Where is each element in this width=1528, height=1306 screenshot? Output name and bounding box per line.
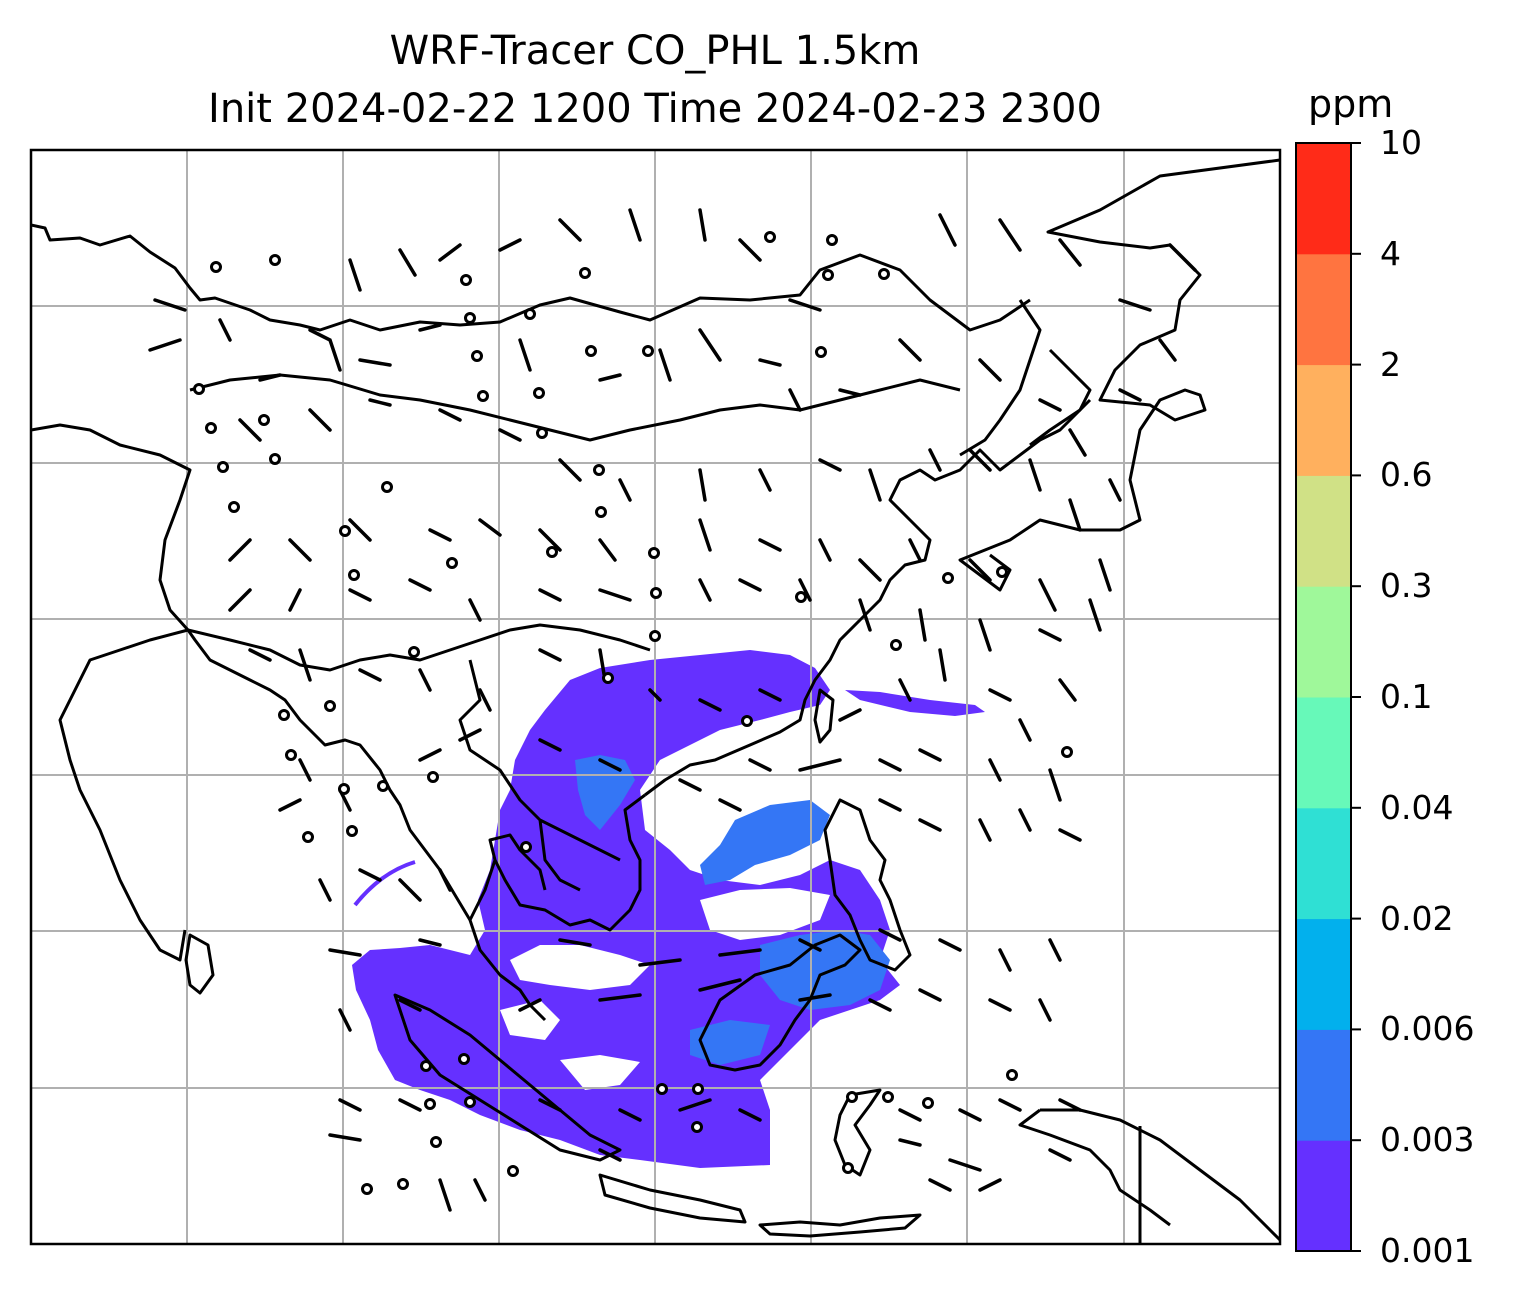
calm-wind-circles xyxy=(193,231,1073,1195)
map-area xyxy=(31,150,1280,1244)
coastline-borneo xyxy=(698,933,862,1072)
plume-east-streak xyxy=(845,690,985,716)
map-title-line2: Init 2024-02-22 1200 Time 2024-02-23 230… xyxy=(208,86,1102,132)
coastline-sumatra xyxy=(393,993,622,1162)
colorbar-tick-label: 0.1 xyxy=(1380,677,1433,716)
coastline-philippines xyxy=(823,798,912,972)
colorbar-segment xyxy=(1296,143,1351,255)
coastline-sri-lanka xyxy=(184,933,215,995)
plume-hole-3 xyxy=(510,945,650,990)
map-frame xyxy=(29,148,1282,1246)
colorbar-unit-label: ppm xyxy=(1308,82,1394,126)
plume-hole-4 xyxy=(500,1000,560,1040)
border-mongolia xyxy=(189,373,961,442)
border-russia-china-north xyxy=(31,223,1031,332)
colorbar-tick-label: 0.04 xyxy=(1380,787,1454,827)
coastline-java xyxy=(598,1173,747,1224)
coastline-new-guinea xyxy=(1018,1108,1280,1242)
plume-west-arc xyxy=(353,860,416,907)
plume-hole-2 xyxy=(700,888,830,940)
plume-hole-5 xyxy=(560,1055,640,1090)
coastline-lesser-sunda xyxy=(758,1213,922,1238)
colorbar-segment xyxy=(1296,918,1351,1030)
plume-blue-1 xyxy=(700,800,830,885)
colorbar-segment xyxy=(1296,697,1351,809)
colorbar-tick-label: 4 xyxy=(1380,233,1401,273)
colorbar-segment xyxy=(1296,1140,1351,1252)
map-title-line1: WRF-Tracer CO_PHL 1.5km xyxy=(389,28,921,74)
border-southeast-asia-inner xyxy=(458,659,621,892)
colorbar-tick-label: 2 xyxy=(1380,344,1401,384)
colorbar-tick-label: 0.003 xyxy=(1380,1120,1475,1160)
coastline-sulawesi xyxy=(833,1088,882,1177)
plume-blue-2 xyxy=(575,755,635,830)
colorbar-segment xyxy=(1296,253,1351,366)
colorbar-tick-label: 0.001 xyxy=(1380,1231,1475,1270)
colorbar-ticks xyxy=(1351,142,1361,1252)
coastline-myanmar-bay xyxy=(186,629,472,921)
coastline-taiwan xyxy=(813,688,835,744)
coastlines-and-borders xyxy=(31,158,1280,1244)
coastline-east-asia xyxy=(958,158,1280,592)
colorbar-segment xyxy=(1296,475,1351,587)
colorbar-segment xyxy=(1296,807,1351,920)
colorbar-tick-label: 10 xyxy=(1380,123,1422,162)
coastline-indochina xyxy=(488,793,646,932)
colorbar xyxy=(1295,142,1361,1252)
colorbar-segment xyxy=(1296,364,1351,476)
colorbar-tick-label: 0.6 xyxy=(1380,455,1433,495)
plume-blue-4 xyxy=(690,1020,770,1065)
colorbar-segment xyxy=(1296,586,1351,698)
border-himalaya xyxy=(187,623,651,672)
plume-hole-1 xyxy=(660,750,830,835)
coastline-india xyxy=(58,628,189,962)
coastline-japan xyxy=(959,299,1092,457)
colorbar-segment xyxy=(1296,1029,1351,1141)
colorbar-segments xyxy=(1296,143,1351,1252)
coastline-china-korea xyxy=(644,398,1092,797)
tracer-plume xyxy=(352,650,985,1168)
coastline-malay-peninsula xyxy=(468,859,547,1022)
wind-barbs xyxy=(148,208,1197,1212)
border-central-asia xyxy=(31,423,192,632)
colorbar-tick-label: 0.006 xyxy=(1380,1009,1475,1049)
colorbar-tick-label: 0.02 xyxy=(1380,898,1454,938)
gridlines xyxy=(31,150,1280,1244)
colorbar-tick-label: 0.3 xyxy=(1380,566,1433,606)
